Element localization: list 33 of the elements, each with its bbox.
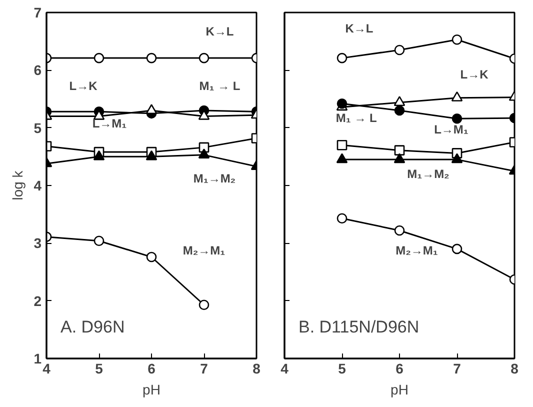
x-tick-label: 7	[200, 360, 208, 376]
x-tick-label: 6	[148, 360, 156, 376]
annotation: K→L	[206, 24, 234, 38]
annotation: L→K	[69, 79, 98, 94]
annotation: A. D96N	[60, 318, 125, 336]
annotation: M₂→M₁	[182, 244, 226, 258]
annotation: M₁→M₂	[193, 172, 236, 186]
x-tick-label: 8	[252, 360, 261, 376]
x-axis-title: pH	[142, 382, 160, 398]
annotation: K→L	[345, 22, 374, 36]
annotation: M₂→M₁	[396, 244, 438, 258]
annotation: L→M₁	[92, 116, 127, 131]
y-tick-label: 7	[34, 4, 42, 20]
x-tick-label: 6	[396, 360, 404, 376]
x-tick-label: 5	[95, 360, 104, 376]
x-tick-label: 7	[453, 360, 462, 376]
y-tick-label: 1	[34, 350, 42, 366]
y-tick-label: 6	[34, 62, 42, 78]
annotation: L→K	[460, 68, 489, 82]
annotation: M₁ → L	[199, 79, 240, 94]
x-tick-label: 8	[510, 360, 519, 376]
annotation: M₁ → L	[336, 110, 377, 125]
y-tick-label: 5	[34, 120, 42, 136]
y-tick-label: 4	[34, 178, 42, 194]
annotation: M₁→M₂	[407, 166, 450, 181]
annotation: L→M₁	[434, 122, 468, 136]
y-axis-title: log k	[10, 170, 26, 200]
x-tick-label: 4	[280, 360, 289, 376]
x-tick-label: 5	[338, 360, 346, 376]
y-tick-label: 2	[34, 292, 42, 309]
x-axis-title: pH	[390, 382, 408, 398]
y-tick-label: 3	[34, 235, 42, 252]
annotation: B. D115N/D96N	[298, 318, 420, 336]
